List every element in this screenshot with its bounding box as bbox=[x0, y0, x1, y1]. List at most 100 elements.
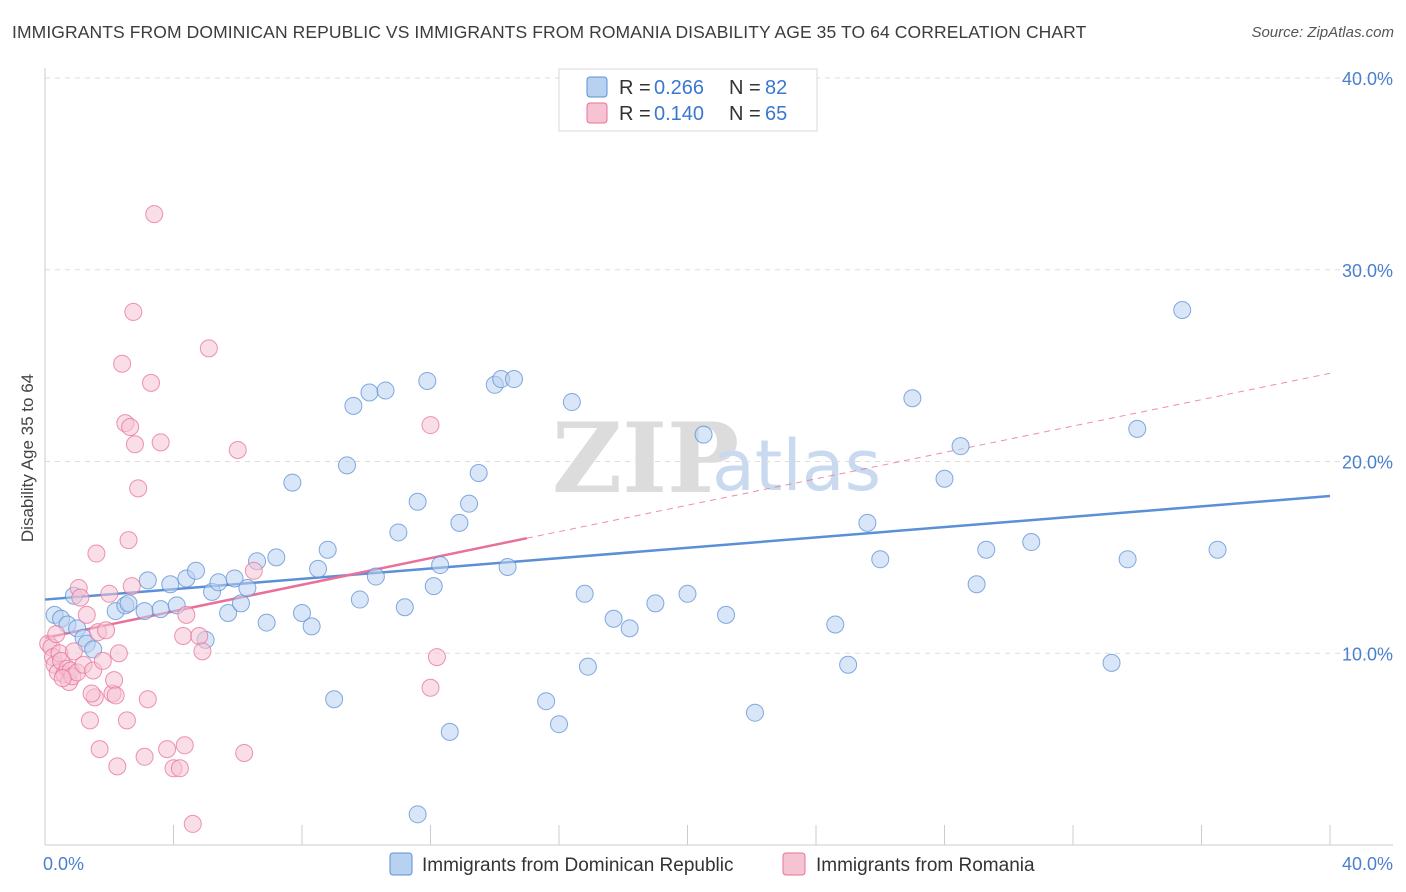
series-1-point-29 bbox=[105, 671, 124, 690]
series-0-point-12 bbox=[138, 571, 157, 590]
trend-lines bbox=[44, 372, 1331, 640]
series-0-point-79 bbox=[1173, 301, 1192, 320]
legend-swatch-blue bbox=[586, 76, 608, 98]
series-1-point-61 bbox=[427, 648, 446, 667]
series-0-point-48 bbox=[460, 494, 479, 513]
series-0-point-60 bbox=[620, 619, 639, 638]
series-1-point-22 bbox=[87, 544, 106, 563]
series-1-point-58 bbox=[235, 743, 254, 762]
top-legend: R = 0.266 N = 82 R = 0.140 N = 65 bbox=[558, 68, 818, 132]
series-1-point-44 bbox=[142, 373, 161, 392]
series-0-point-80 bbox=[1208, 540, 1227, 559]
series-0-point-26 bbox=[257, 613, 276, 632]
series-0-point-57 bbox=[575, 584, 594, 603]
y-axis-title: Disability Age 35 to 64 bbox=[18, 374, 37, 542]
series-1-point-40 bbox=[125, 435, 144, 454]
series-0-point-72 bbox=[951, 437, 970, 456]
series-1-point-56 bbox=[199, 339, 218, 358]
series-0-point-13 bbox=[151, 600, 170, 619]
series-0-point-54 bbox=[537, 692, 556, 711]
x-tick-label-min: 0.0% bbox=[43, 854, 84, 874]
series-1-point-50 bbox=[174, 626, 193, 645]
y-tick-label-0: 10.0% bbox=[1342, 644, 1393, 664]
series-0-point-55 bbox=[550, 715, 568, 734]
watermark-atlas: atlas bbox=[712, 425, 881, 507]
series-1-point-43 bbox=[138, 690, 157, 709]
series-0-point-37 bbox=[360, 383, 379, 402]
series-0-point-33 bbox=[325, 690, 344, 709]
series-0-point-23 bbox=[231, 594, 250, 613]
series-0-point-34 bbox=[337, 456, 356, 475]
series-1-point-31 bbox=[108, 757, 127, 776]
series-0-point-14 bbox=[161, 575, 180, 594]
series-0-point-59 bbox=[604, 609, 623, 628]
series-0-point-64 bbox=[717, 605, 736, 624]
legend-r-value-blue: 0.266 bbox=[654, 77, 704, 99]
series-0-trend-line bbox=[44, 494, 1331, 601]
series-1-point-18 bbox=[77, 605, 96, 624]
legend-r-value-pink: 0.140 bbox=[654, 103, 704, 125]
series-1-point-27 bbox=[100, 584, 119, 603]
series-0-point-31 bbox=[309, 559, 328, 578]
series-0-point-52 bbox=[498, 557, 517, 576]
data-points bbox=[39, 205, 1227, 833]
series-1-points bbox=[39, 205, 446, 833]
series-1-point-16 bbox=[71, 588, 90, 607]
series-0-point-17 bbox=[186, 561, 205, 580]
chart-title: IMMIGRANTS FROM DOMINICAN REPUBLIC VS IM… bbox=[12, 22, 1087, 42]
axes bbox=[44, 68, 1393, 846]
series-0-point-61 bbox=[646, 594, 665, 613]
series-0-point-41 bbox=[395, 598, 414, 617]
series-0-point-44 bbox=[424, 577, 443, 596]
series-1-point-51 bbox=[175, 736, 194, 755]
y-tick-label-3: 40.0% bbox=[1342, 69, 1393, 89]
series-1-point-39 bbox=[124, 302, 143, 321]
series-0-point-10 bbox=[119, 594, 138, 613]
series-1-point-46 bbox=[151, 433, 170, 452]
bottom-legend: Immigrants from Dominican Republic Immig… bbox=[389, 852, 1035, 876]
series-1-point-37 bbox=[121, 417, 140, 436]
series-0-point-67 bbox=[839, 655, 858, 674]
series-0-point-45 bbox=[431, 556, 450, 575]
series-0-point-49 bbox=[469, 464, 488, 483]
series-1-point-35 bbox=[117, 711, 136, 730]
series-0-point-46 bbox=[440, 722, 459, 741]
series-1-trend-line bbox=[44, 536, 528, 640]
series-1-point-19 bbox=[80, 711, 99, 730]
series-0-point-27 bbox=[267, 548, 286, 567]
series-0-point-78 bbox=[1128, 419, 1147, 438]
series-1-point-25 bbox=[93, 651, 112, 670]
series-0-point-63 bbox=[694, 425, 713, 444]
watermark-zip: ZIP bbox=[552, 402, 739, 515]
series-0-point-21 bbox=[219, 603, 238, 622]
series-0-point-11 bbox=[135, 602, 154, 621]
bottom-legend-label-pink: Immigrants from Romania bbox=[816, 855, 1035, 876]
series-1-point-57 bbox=[228, 440, 247, 459]
series-0-point-74 bbox=[977, 540, 996, 559]
series-1-point-52 bbox=[177, 605, 196, 624]
series-1-point-41 bbox=[129, 479, 148, 498]
series-0-point-77 bbox=[1118, 550, 1137, 569]
series-1-point-62 bbox=[421, 678, 440, 697]
series-1-point-42 bbox=[135, 747, 154, 766]
series-1-point-38 bbox=[122, 577, 141, 596]
series-1-point-36 bbox=[119, 531, 138, 550]
series-0-point-66 bbox=[826, 615, 845, 634]
y-tick-label-1: 20.0% bbox=[1342, 453, 1393, 473]
legend-swatch-pink bbox=[586, 102, 608, 124]
series-0-point-42 bbox=[408, 492, 427, 511]
series-0-point-40 bbox=[389, 523, 408, 542]
bottom-legend-swatch-pink bbox=[782, 852, 806, 876]
series-1-point-45 bbox=[145, 205, 164, 224]
series-0-point-20 bbox=[209, 573, 228, 592]
y-tick-label-2: 30.0% bbox=[1342, 261, 1393, 281]
series-0-point-35 bbox=[344, 396, 363, 415]
series-0-point-56 bbox=[562, 393, 581, 412]
series-0-point-22 bbox=[225, 569, 244, 588]
series-0-point-38 bbox=[366, 567, 385, 586]
series-0-point-76 bbox=[1102, 653, 1121, 672]
series-1-point-33 bbox=[113, 354, 132, 373]
x-tick-label-max: 40.0% bbox=[1342, 854, 1393, 874]
series-0-point-7 bbox=[84, 640, 103, 659]
series-1-point-64 bbox=[53, 669, 72, 688]
